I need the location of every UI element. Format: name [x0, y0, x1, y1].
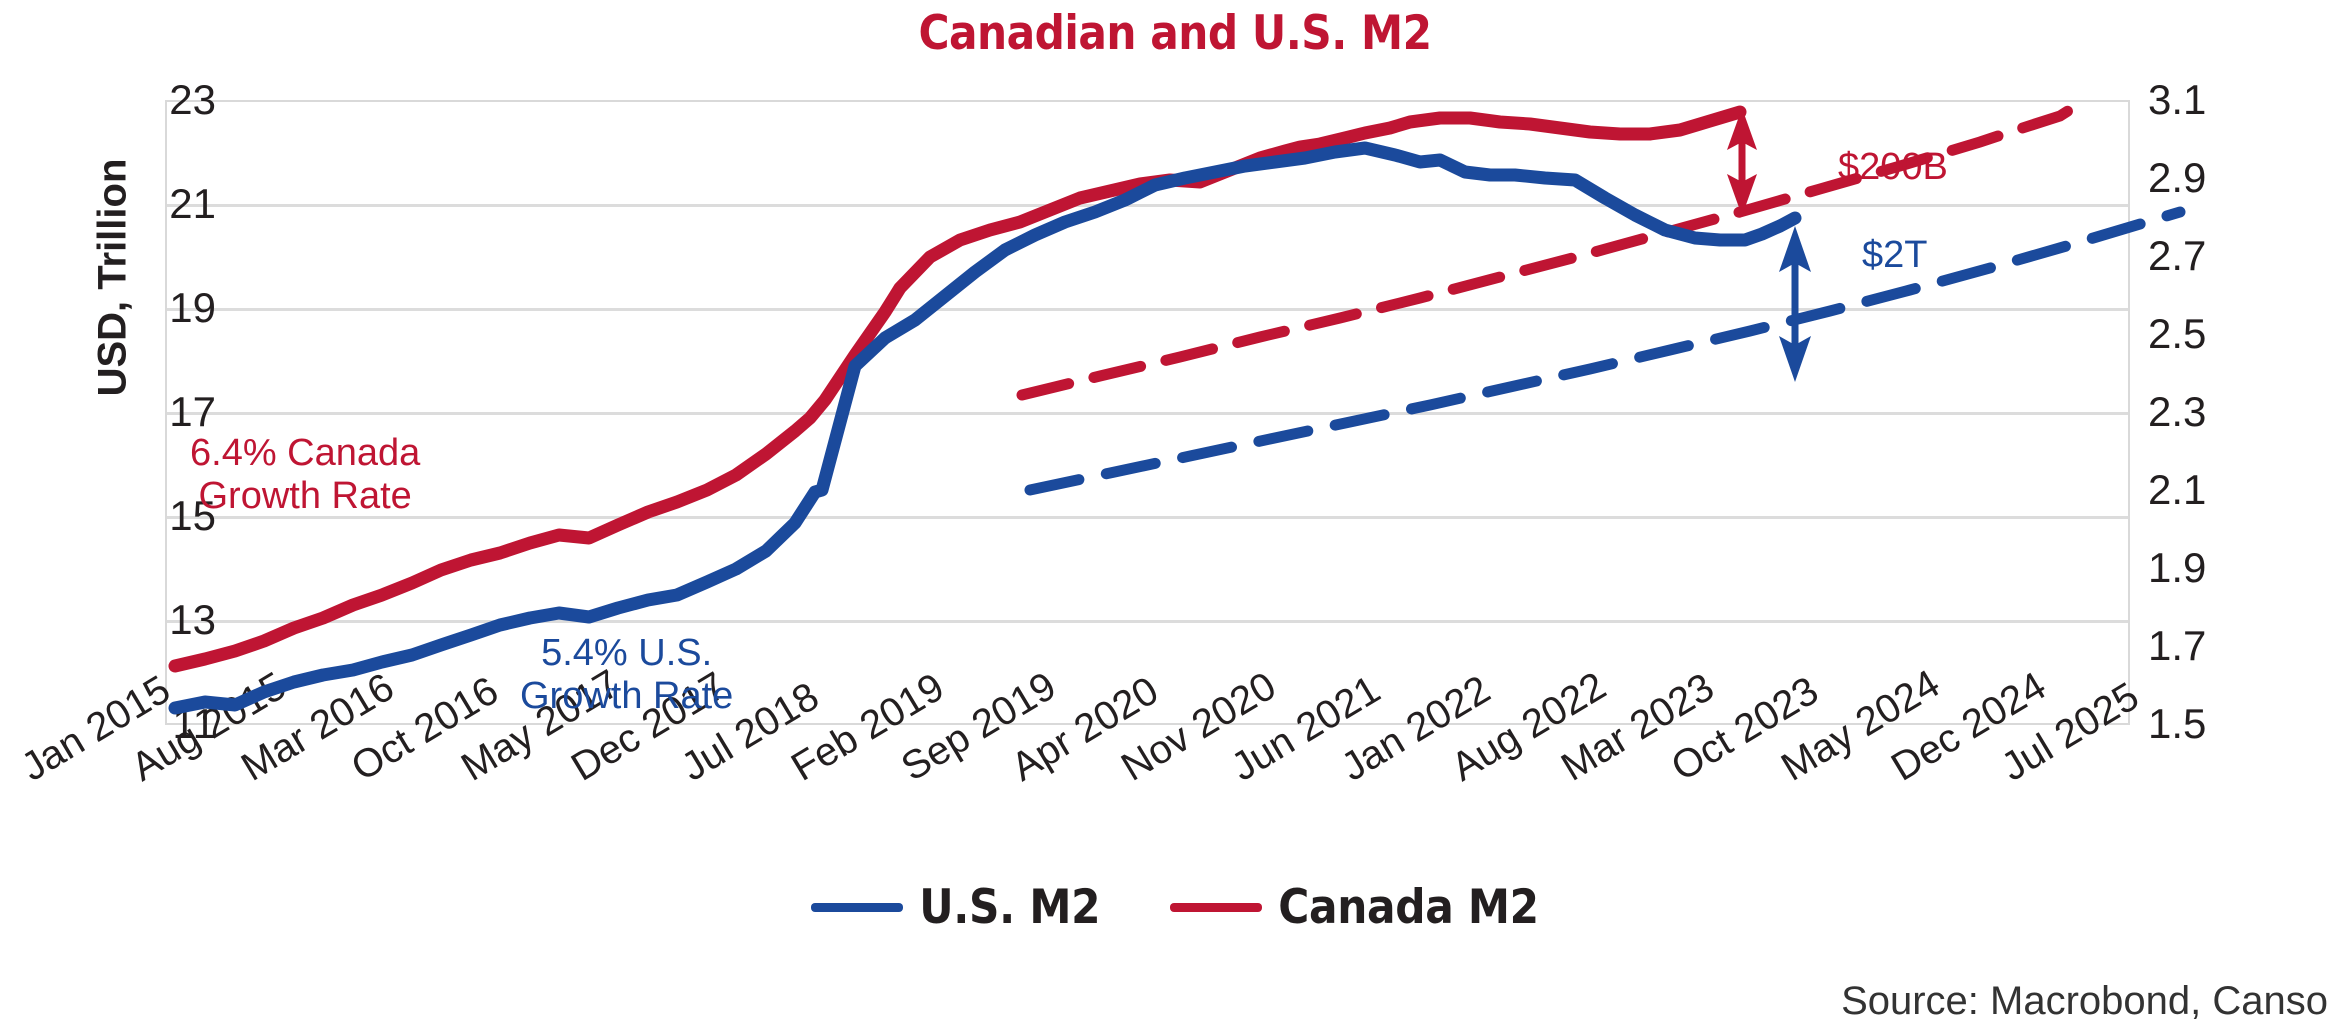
y-tick-right-1-7: 1.7 — [2148, 622, 2207, 669]
annotation-200b: $200B — [1838, 146, 1948, 188]
legend-item-canada-m2[interactable]: Canada M2 — [1170, 880, 1539, 935]
y-tick-left-23: 23 — [169, 76, 216, 123]
y-tick-left-19: 19 — [169, 284, 216, 331]
annotation-canada-growth-rate-line2: Growth Rate — [198, 474, 412, 517]
legend-label-canada-m2: Canada M2 — [1278, 880, 1539, 935]
annotation-2t: $2T — [1862, 234, 1928, 276]
chart-legend: U.S. M2 Canada M2 — [0, 880, 2350, 935]
gridline-21 — [167, 204, 2128, 207]
y-tick-right-1-5: 1.5 — [2148, 700, 2207, 747]
y-tick-right-2-7: 2.7 — [2148, 232, 2207, 279]
y-tick-right-1-9: 1.9 — [2148, 544, 2207, 591]
gridline-15 — [167, 516, 2128, 519]
source-note: Source: Macrobond, Canso — [1841, 979, 2328, 1023]
legend-swatch-canada-m2 — [1170, 903, 1263, 912]
y-tick-right-3-1: 3.1 — [2148, 76, 2207, 123]
annotation-canada-growth-rate: 6.4% Canada Growth Rate — [190, 432, 420, 517]
annotation-us-growth-rate-line2: Growth Rate — [520, 674, 734, 717]
annotation-us-growth-rate: 5.4% U.S. Growth Rate — [520, 632, 733, 717]
y-tick-left-21: 21 — [169, 180, 216, 227]
legend-swatch-us-m2 — [811, 903, 904, 912]
gridline-13 — [167, 620, 2128, 623]
y-tick-right-2-1: 2.1 — [2148, 466, 2207, 513]
y-tick-right-2-9: 2.9 — [2148, 154, 2207, 201]
y-tick-right-2-5: 2.5 — [2148, 310, 2207, 357]
legend-label-us-m2: U.S. M2 — [919, 880, 1101, 935]
gridline-17 — [167, 412, 2128, 415]
plot-area — [165, 100, 2130, 725]
annotation-canada-growth-rate-line1: 6.4% Canada — [190, 432, 421, 474]
annotation-us-growth-rate-line1: 5.4% U.S. — [541, 632, 713, 674]
chart-title: Canadian and U.S. M2 — [918, 6, 1432, 61]
legend-item-us-m2[interactable]: U.S. M2 — [811, 880, 1101, 935]
y-tick-right-2-3: 2.3 — [2148, 388, 2207, 435]
y-tick-left-17: 17 — [169, 388, 216, 435]
gridline-19 — [167, 308, 2128, 311]
y-tick-left-13: 13 — [169, 596, 216, 643]
